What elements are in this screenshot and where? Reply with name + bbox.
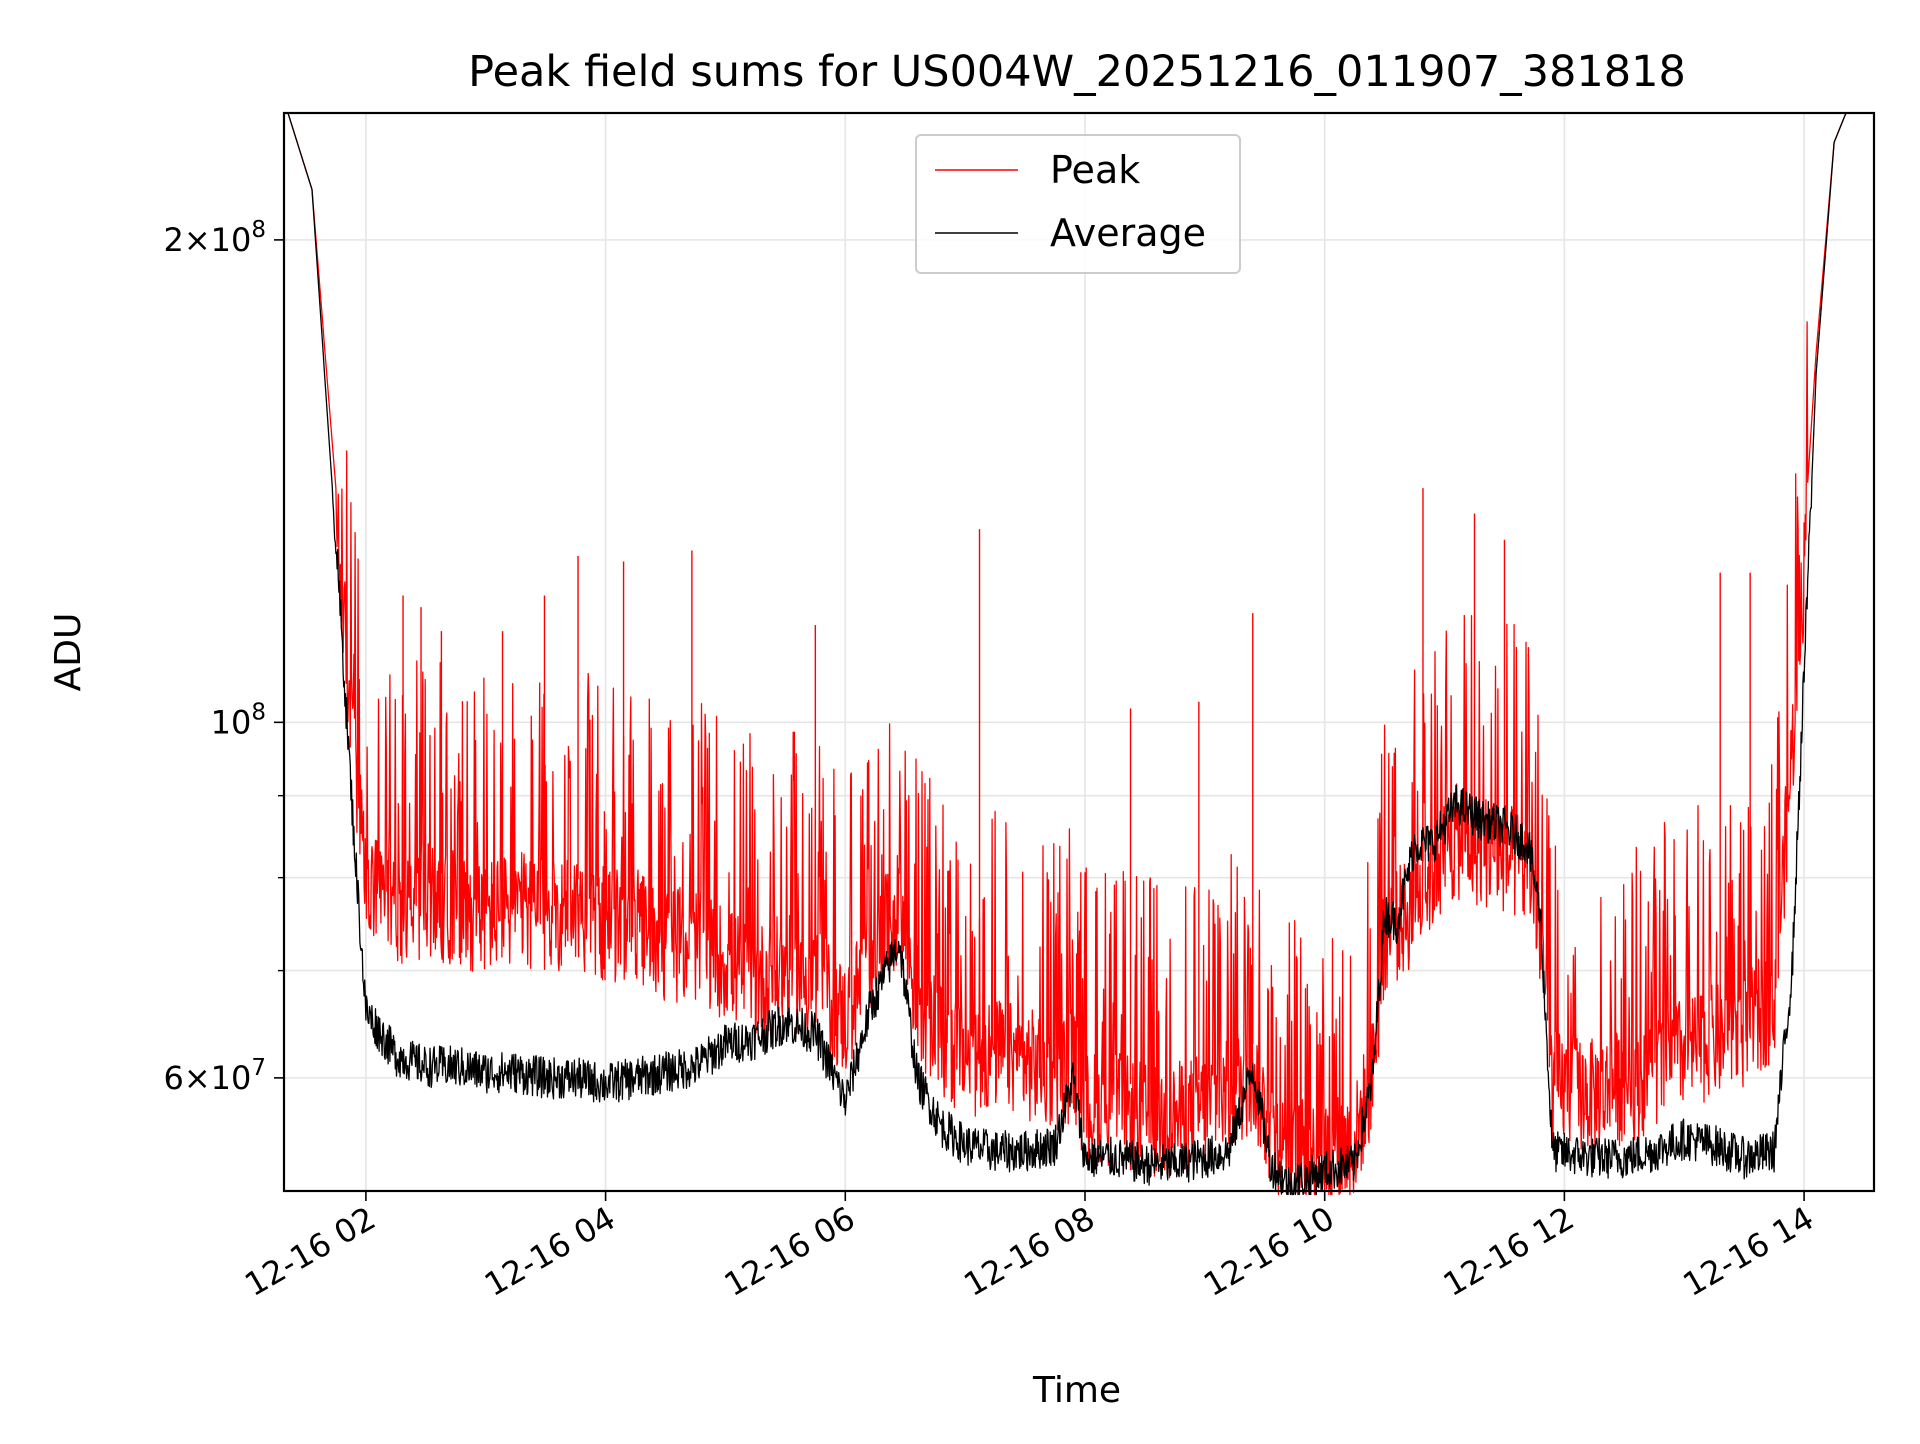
x-tick-label: 12-16 08: [957, 1199, 1101, 1304]
y-tick-label: 108: [211, 699, 266, 741]
x-tick-label: 12-16 12: [1437, 1199, 1581, 1304]
legend-label-peak: Peak: [1050, 148, 1140, 192]
x-tick-label: 12-16 06: [718, 1199, 862, 1304]
x-axis-label: Time: [1032, 1370, 1121, 1411]
x-tick-label: 12-16 02: [238, 1199, 382, 1304]
series-layer: [287, 112, 1847, 1196]
x-tick-label: 12-16 04: [478, 1199, 622, 1304]
plot-frame: [282, 111, 1876, 1193]
x-tick-label: 12-16 10: [1197, 1199, 1341, 1304]
legend-label-average: Average: [1050, 211, 1206, 255]
legend: Peak Average: [915, 134, 1241, 274]
series-line-peak: [287, 112, 1847, 1196]
y-tick-label: 2×108: [163, 217, 266, 259]
series-line-average: [287, 112, 1847, 1196]
y-tick-layer: 6×107 108 2×108: [163, 217, 284, 1097]
x-tick-layer: 12-16 02 12-16 04 12-16 06 12-16 08 12-16 10…: [238, 1191, 1820, 1304]
y-axis-label: ADU: [48, 613, 89, 692]
x-tick-label: 12-16 14: [1676, 1199, 1820, 1304]
y-tick-label: 6×107: [163, 1055, 266, 1097]
chart-title: Peak field sums for US004W_20251216_0119…: [468, 47, 1686, 97]
